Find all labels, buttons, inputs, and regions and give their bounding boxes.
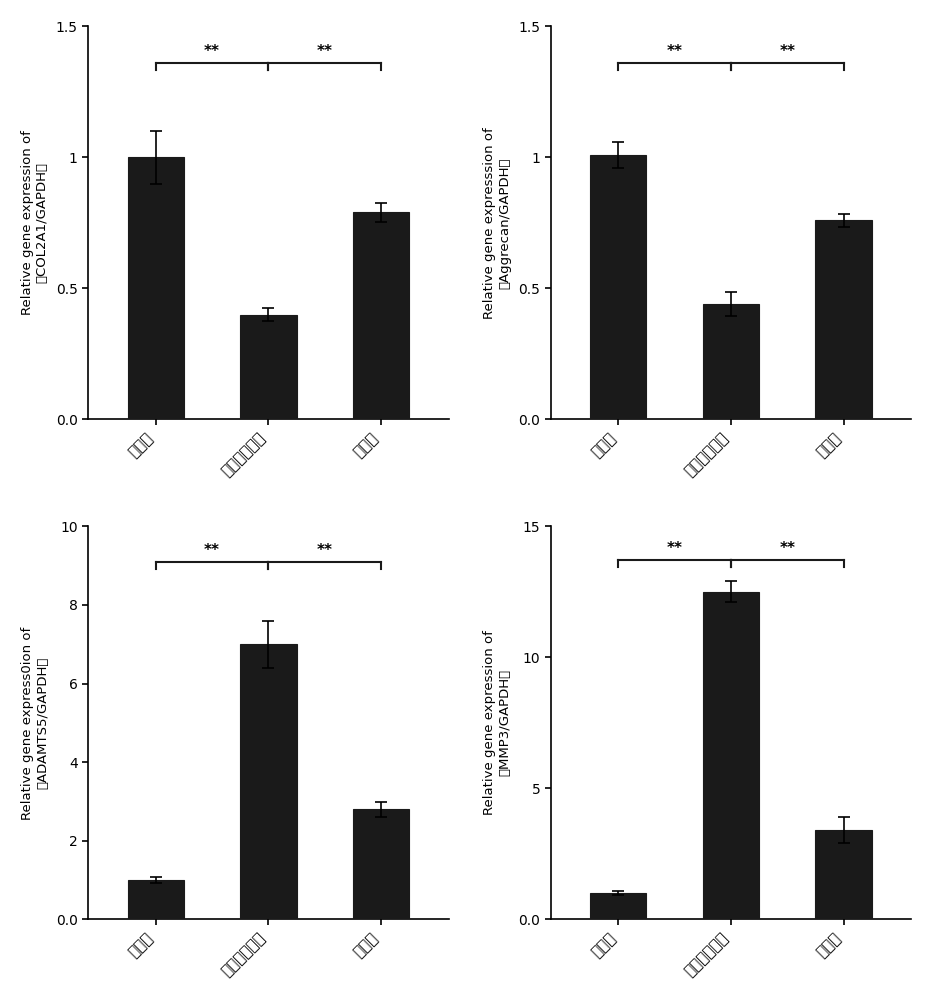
Text: **: **	[204, 543, 220, 558]
Text: **: **	[666, 541, 682, 556]
Bar	[703, 304, 759, 419]
Y-axis label: Relative gene expression of
（COL2A1/GAPDH）: Relative gene expression of （COL2A1/GAPD…	[21, 130, 48, 315]
Bar	[353, 809, 409, 919]
Bar	[816, 830, 871, 919]
Bar	[816, 220, 871, 419]
Text: **: **	[666, 44, 682, 59]
Bar	[128, 880, 184, 919]
Bar	[353, 212, 409, 419]
Bar	[590, 893, 647, 919]
Bar	[703, 592, 759, 919]
Bar	[590, 155, 647, 419]
Y-axis label: Relative gene expresssion of
（Aggrecan/GAPDH）: Relative gene expresssion of （Aggrecan/G…	[484, 127, 512, 319]
Text: **: **	[317, 543, 333, 558]
Bar	[240, 644, 296, 919]
Bar	[128, 157, 184, 419]
Text: **: **	[317, 44, 333, 59]
Text: **: **	[204, 44, 220, 59]
Text: **: **	[779, 44, 795, 59]
Y-axis label: Relative gene expression of
（MMP3/GAPDH）: Relative gene expression of （MMP3/GAPDH）	[484, 630, 512, 815]
Y-axis label: Relative gene express0ion of
（ADAMTS5/GAPDH）: Relative gene express0ion of （ADAMTS5/GA…	[21, 626, 49, 820]
Text: **: **	[779, 541, 795, 556]
Bar	[240, 315, 296, 419]
